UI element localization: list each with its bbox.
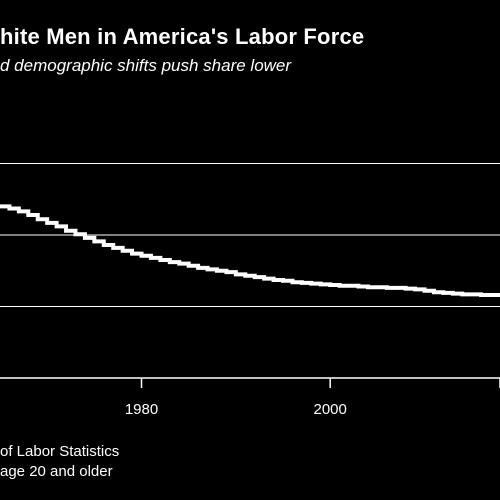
- series-line-1: [0, 204, 500, 298]
- source-note: of Labor Statistics: [0, 443, 120, 460]
- series-lines: [0, 204, 500, 298]
- footnote: age 20 and older: [0, 463, 113, 480]
- x-axis: 198020002: [0, 377, 500, 418]
- chart-subtitle: d demographic shifts push share lower: [0, 56, 292, 75]
- x-tick-label: 2000: [314, 401, 347, 418]
- x-tick-label: 1980: [125, 401, 158, 418]
- chart-title: hite Men in America's Labor Force: [0, 24, 365, 49]
